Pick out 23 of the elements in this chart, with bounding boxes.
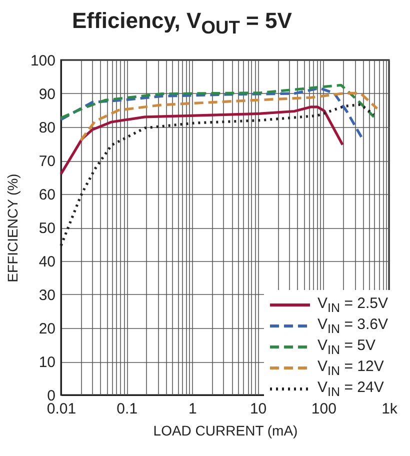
y-tick-label: 50 bbox=[38, 220, 56, 237]
y-tick-label: 60 bbox=[38, 186, 56, 204]
y-tick-label: 80 bbox=[38, 120, 56, 136]
legend-label: V$_{IN}$ = 5V bbox=[318, 336, 376, 356]
legend-label: V$_{IN}$ = 24V bbox=[318, 378, 384, 398]
y-tick-label: 70 bbox=[38, 153, 56, 170]
y-tick-label: 30 bbox=[38, 287, 56, 304]
legend-label: V$_{IN}$ = 2.5V bbox=[318, 294, 388, 314]
x-tick-label: 100 bbox=[311, 400, 336, 418]
y-tick-label: 90 bbox=[38, 86, 56, 103]
legend-label: V$_{IN}$ = 3.6V bbox=[318, 316, 388, 336]
x-axis-title: LOAD CURRENT (mA) bbox=[153, 422, 298, 438]
x-tick-label: 1k bbox=[382, 400, 398, 418]
legend-label: V$_{IN}$ = 12V bbox=[318, 358, 384, 378]
y-tick-label: 100 bbox=[30, 52, 56, 70]
y-tick-label: 10 bbox=[38, 354, 56, 371]
y-tick-label: 20 bbox=[38, 320, 56, 338]
x-tick-label: 1 bbox=[188, 400, 197, 418]
x-tick-label: 0.1 bbox=[116, 400, 138, 418]
chart-title: Efficiency, V$_{OUT}$ = 5V bbox=[72, 8, 292, 40]
x-tick-label: 10 bbox=[250, 400, 267, 418]
y-axis-title: EFFICIENCY (%) bbox=[4, 174, 20, 282]
y-tick-label: 40 bbox=[38, 254, 56, 270]
